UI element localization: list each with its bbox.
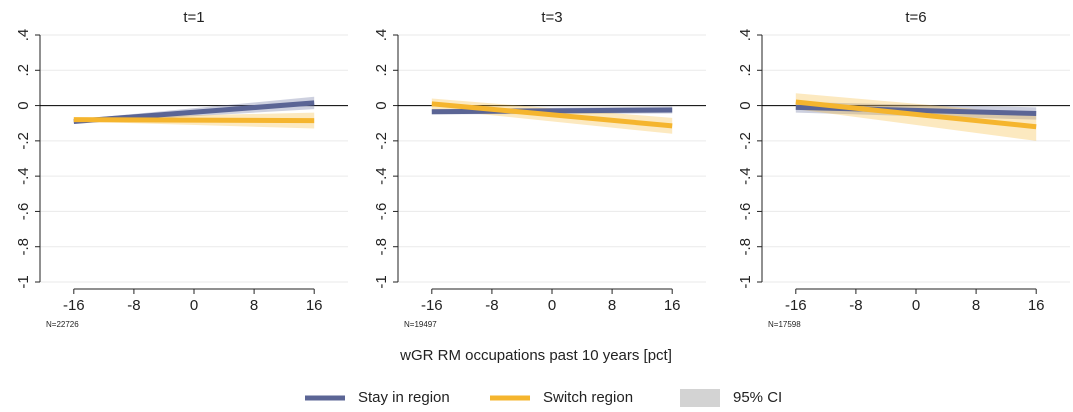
x-axis-label: wGR RM occupations past 10 years [pct] <box>399 347 672 364</box>
y-tick-label: .2 <box>373 64 390 77</box>
series-line <box>431 101 673 129</box>
x-tick-label: 8 <box>972 297 980 314</box>
legend-label: 95% CI <box>733 389 782 406</box>
confidence-band <box>795 93 1037 141</box>
x-tick-label: 0 <box>190 297 198 314</box>
y-tick-label: -1 <box>373 275 390 288</box>
y-tick-label: 0 <box>373 101 390 109</box>
y-tick-label: .2 <box>737 64 754 77</box>
y-tick-label: .2 <box>15 64 32 77</box>
y-tick-label: .4 <box>15 29 32 42</box>
sample-size-note: N=22726 <box>46 320 79 329</box>
x-tick-label: -16 <box>421 297 443 314</box>
y-tick-label: .4 <box>373 29 390 42</box>
panel-title: t=1 <box>183 9 204 26</box>
y-tick-label: -.6 <box>15 203 32 221</box>
x-tick-label: 8 <box>250 297 258 314</box>
x-tick-label: -8 <box>127 297 140 314</box>
x-tick-label: 0 <box>548 297 556 314</box>
x-tick-label: -16 <box>785 297 807 314</box>
x-tick-label: -16 <box>63 297 85 314</box>
y-tick-label: 0 <box>15 101 32 109</box>
y-tick-label: -.8 <box>737 238 754 256</box>
legend-label: Stay in region <box>358 389 450 406</box>
x-tick-label: 16 <box>1028 297 1045 314</box>
y-tick-label: -1 <box>15 275 32 288</box>
x-tick-label: 0 <box>912 297 920 314</box>
y-tick-label: -.4 <box>373 167 390 185</box>
y-tick-label: -1 <box>737 275 754 288</box>
legend-label: Switch region <box>543 389 633 406</box>
x-tick-label: 16 <box>306 297 323 314</box>
y-tick-label: -.2 <box>373 132 390 150</box>
y-tick-label: -.8 <box>15 238 32 256</box>
x-tick-label: -8 <box>849 297 862 314</box>
y-tick-label: -.6 <box>737 203 754 221</box>
series-line <box>73 117 315 124</box>
y-tick-label: -.4 <box>15 167 32 185</box>
series-line <box>795 99 1037 130</box>
sample-size-note: N=19497 <box>404 320 437 329</box>
sample-size-note: N=17598 <box>768 320 801 329</box>
y-tick-label: -.2 <box>737 132 754 150</box>
y-tick-label: -.6 <box>373 203 390 221</box>
x-tick-label: -8 <box>485 297 498 314</box>
y-tick-label: .4 <box>737 29 754 42</box>
series-line <box>431 107 673 115</box>
panel-title: t=3 <box>541 9 562 26</box>
y-tick-label: 0 <box>737 101 754 109</box>
legend-swatch <box>680 389 720 407</box>
x-tick-label: 16 <box>664 297 681 314</box>
x-tick-label: 8 <box>608 297 616 314</box>
panel-title: t=6 <box>905 9 926 26</box>
y-tick-label: -.4 <box>737 167 754 185</box>
y-tick-label: -.2 <box>15 132 32 150</box>
y-tick-label: -.8 <box>373 238 390 256</box>
